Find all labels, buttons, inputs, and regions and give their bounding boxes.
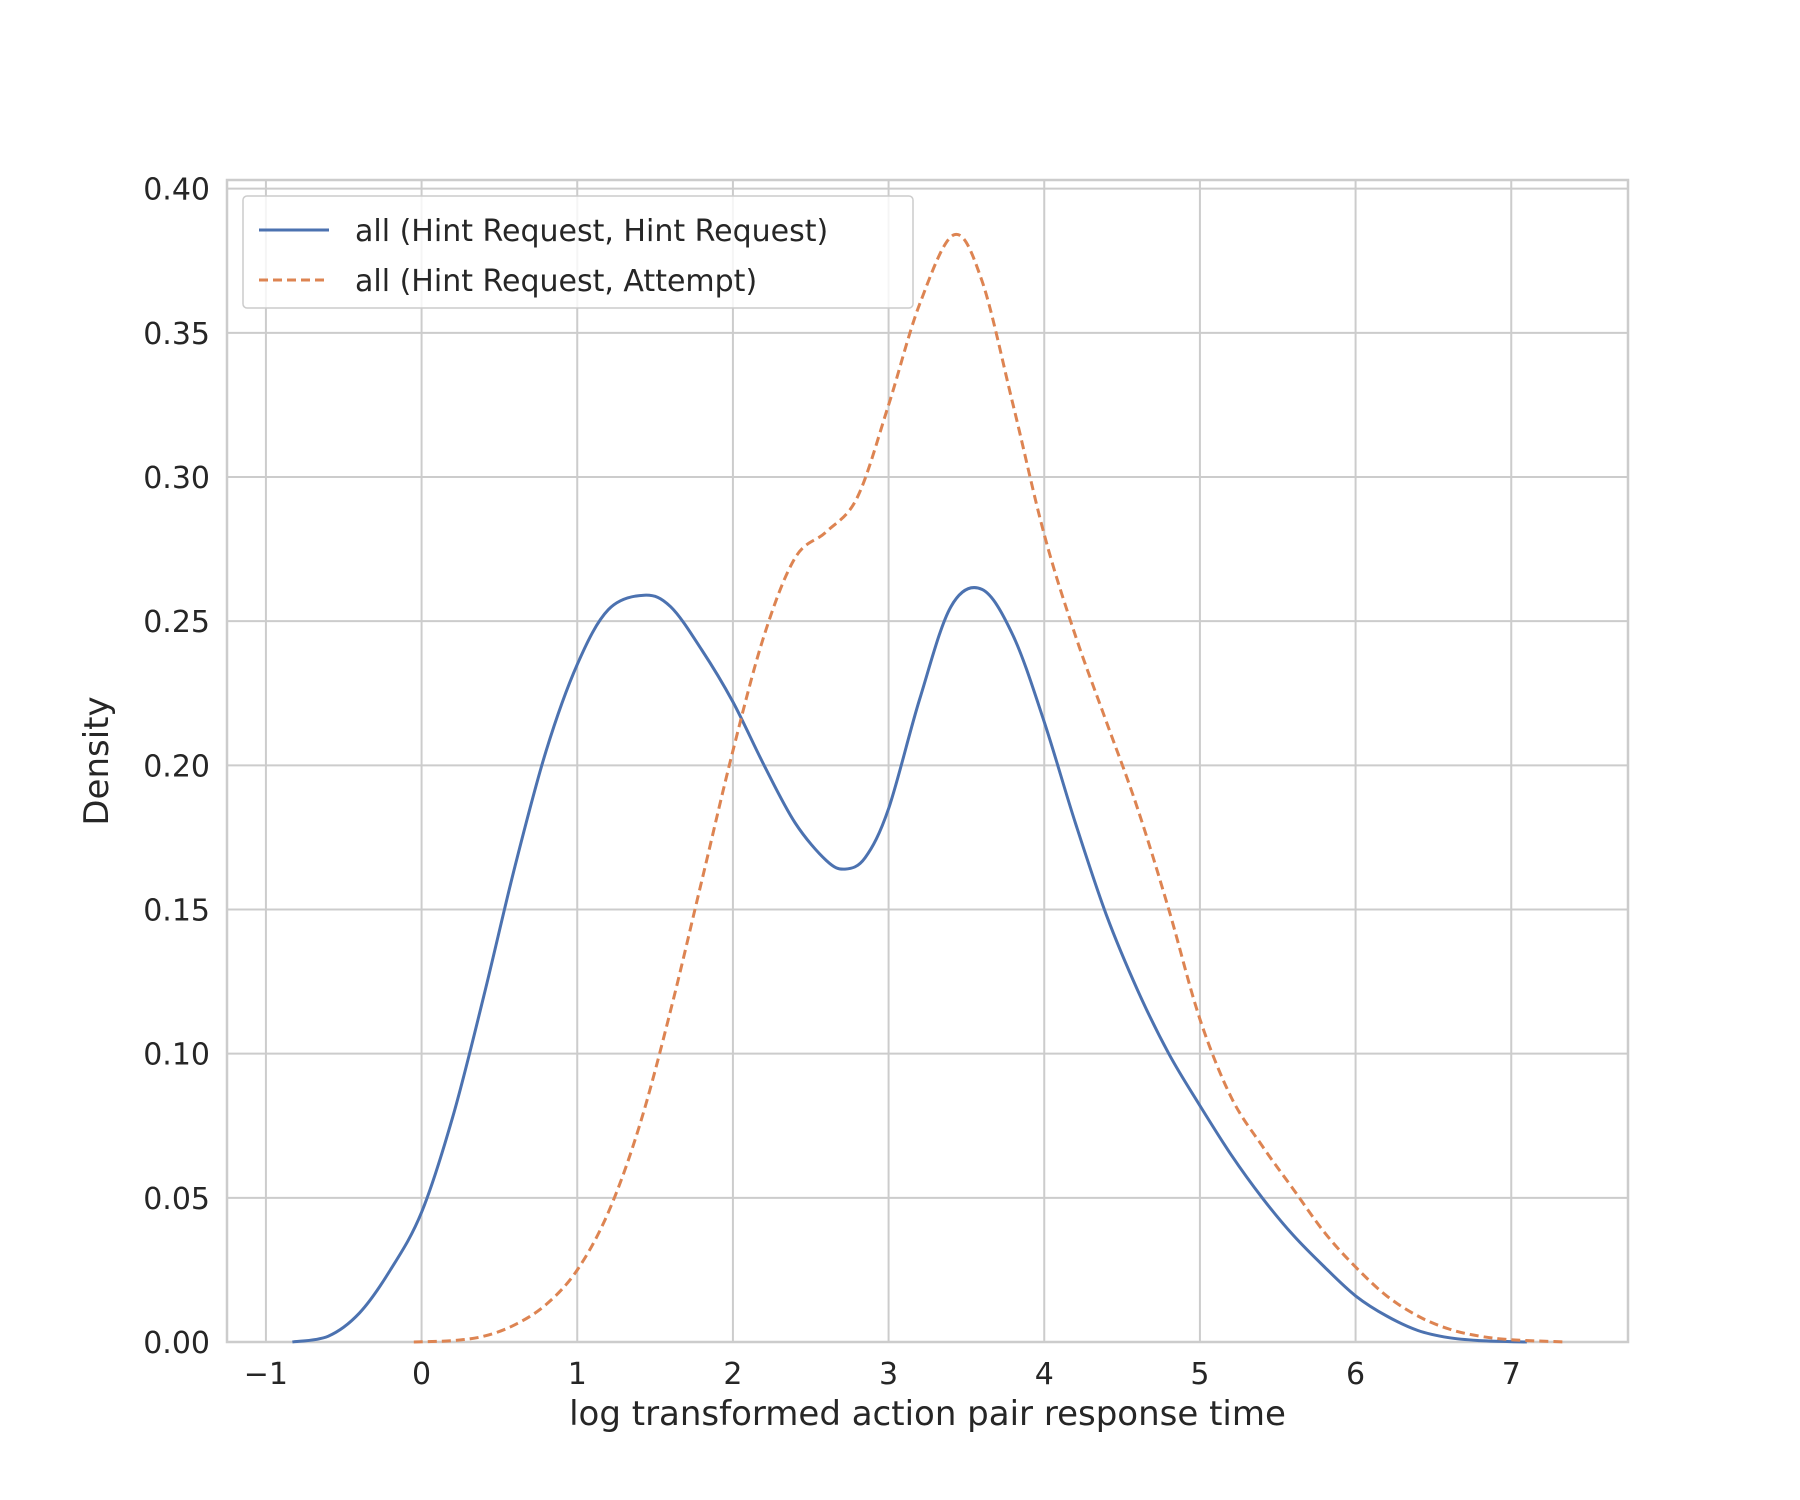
plot-area bbox=[225, 178, 1630, 1344]
series-line-hint-hint bbox=[292, 586, 1527, 1344]
y-tick-label: 0.10 bbox=[143, 1038, 210, 1073]
x-axis-label: log transformed action pair response tim… bbox=[569, 1394, 1286, 1434]
y-tick-label: 0.30 bbox=[143, 461, 210, 496]
x-tick-label: 0 bbox=[412, 1357, 431, 1392]
x-tick-label: −1 bbox=[244, 1357, 288, 1392]
y-tick-labels: 0.00 0.05 0.10 0.15 0.20 0.25 0.30 0.35 0.40 bbox=[143, 173, 210, 1361]
y-tick-label: 0.15 bbox=[143, 893, 210, 928]
grid-lines bbox=[227, 180, 1628, 1343]
y-tick-label: 0.25 bbox=[143, 605, 210, 640]
x-tick-label: 4 bbox=[1035, 1357, 1054, 1392]
legend-box bbox=[242, 195, 914, 309]
series-line-hint-attempt bbox=[413, 232, 1566, 1344]
y-tick-label: 0.05 bbox=[143, 1182, 210, 1217]
x-tick-label: 7 bbox=[1502, 1357, 1521, 1392]
y-tick-label: 0.40 bbox=[143, 173, 210, 208]
x-tick-label: 3 bbox=[879, 1357, 898, 1392]
y-tick-label: 0.20 bbox=[143, 749, 210, 784]
x-tick-label: 1 bbox=[568, 1357, 587, 1392]
x-tick-label: 2 bbox=[723, 1357, 742, 1392]
y-axis-label: Density bbox=[77, 696, 117, 825]
legend-label-hint-attempt: all (Hint Request, Attempt) bbox=[355, 264, 757, 299]
x-tick-label: 6 bbox=[1346, 1357, 1365, 1392]
series-lines bbox=[292, 232, 1566, 1344]
y-tick-label: 0.35 bbox=[143, 317, 210, 352]
y-tick-label: 0.00 bbox=[143, 1326, 210, 1361]
x-tick-labels: −1 0 1 2 3 4 5 6 7 bbox=[244, 1357, 1521, 1392]
legend-label-hint-hint: all (Hint Request, Hint Request) bbox=[355, 214, 828, 249]
x-tick-label: 5 bbox=[1190, 1357, 1209, 1392]
legend: all (Hint Request, Hint Request) all (Hi… bbox=[242, 195, 914, 309]
